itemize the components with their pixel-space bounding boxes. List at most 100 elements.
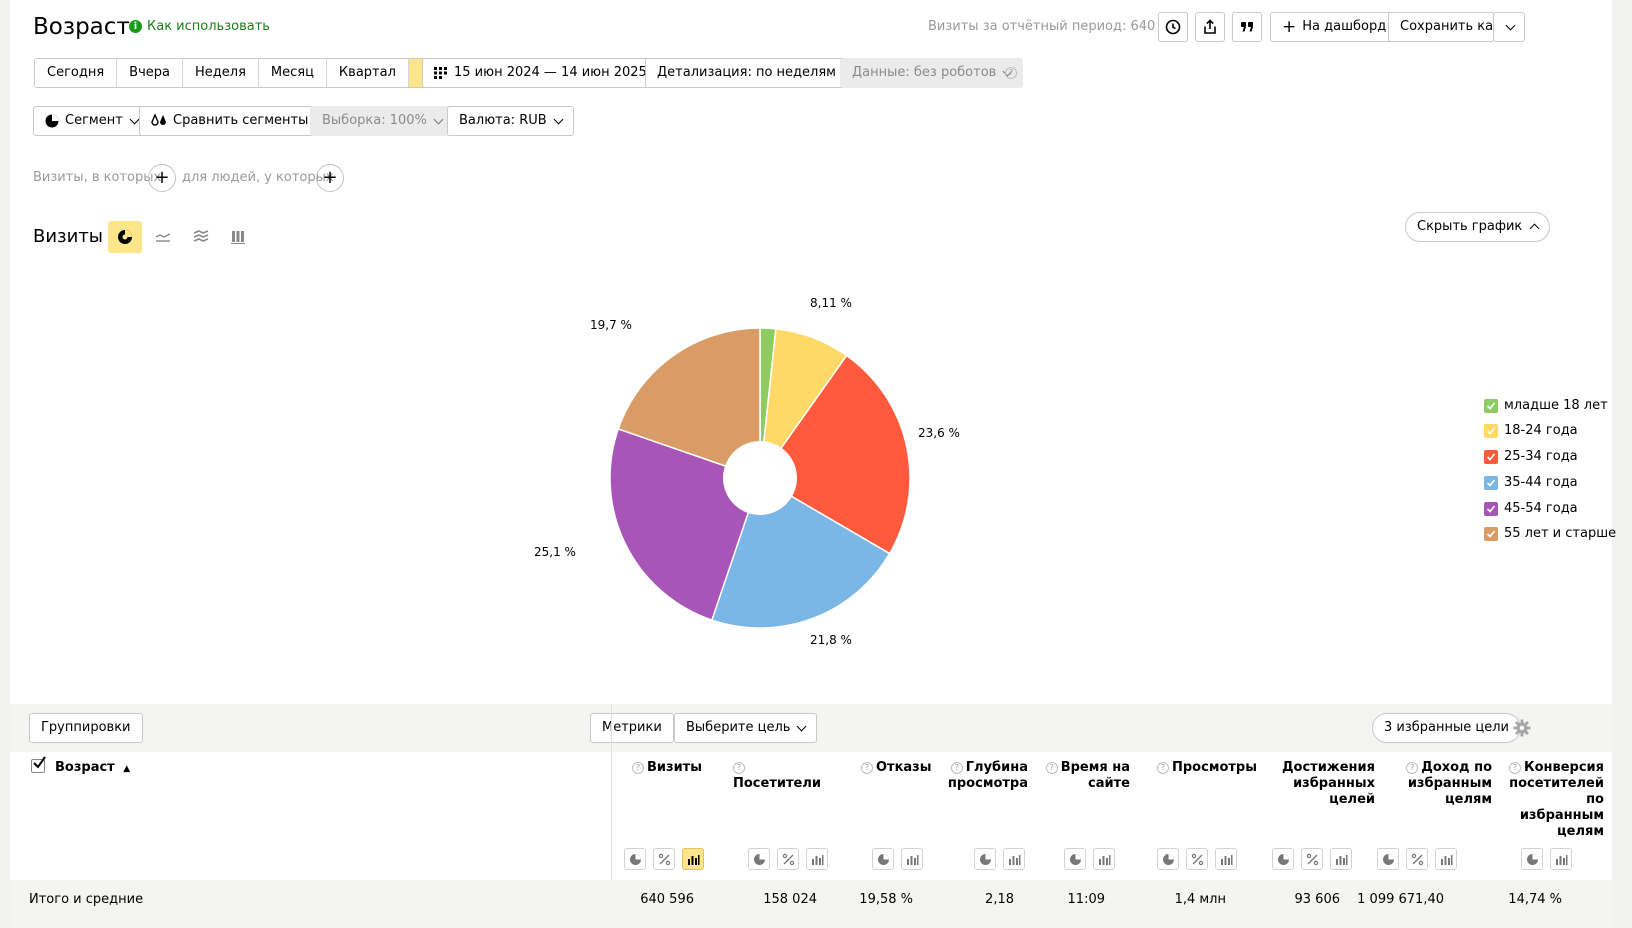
metric-header[interactable]: ? Посетители — [733, 760, 833, 792]
metric-header[interactable]: ? Время на сайте — [1030, 760, 1130, 792]
legend-label: младше 18 лет — [1504, 398, 1608, 413]
bar-view-icon[interactable] — [1003, 848, 1025, 870]
legend-item[interactable]: 45-54 года — [1484, 501, 1578, 516]
help-icon[interactable]: ? — [1406, 762, 1419, 774]
metric-header[interactable]: Достижения избранных целей — [1265, 760, 1375, 808]
percent-view-icon[interactable] — [1406, 848, 1428, 870]
pie-slice-2[interactable] — [758, 354, 911, 555]
legend-item[interactable]: младше 18 лет — [1484, 398, 1608, 413]
metric-header-label: Посетители — [733, 776, 821, 791]
metric-header[interactable]: ? Просмотры — [1157, 760, 1257, 776]
legend-item[interactable]: 25-34 года — [1484, 449, 1578, 464]
percent-view-icon[interactable] — [1186, 848, 1208, 870]
settings-gear-icon[interactable] — [1513, 719, 1531, 737]
legend-checkbox[interactable] — [1484, 475, 1498, 490]
groupings-button[interactable]: Группировки — [29, 713, 143, 743]
segment-dropdown[interactable]: Сегмент — [33, 106, 150, 136]
date-range-picker[interactable]: 15 июн 2024 — 14 июн 2025 — [422, 58, 659, 88]
legend-item[interactable]: 55 лет и старше — [1484, 526, 1616, 541]
legend-checkbox[interactable] — [1484, 398, 1498, 413]
legend-checkbox[interactable] — [1484, 449, 1498, 464]
help-icon[interactable]: ? — [861, 762, 873, 774]
checkmark-icon — [1486, 426, 1496, 435]
legend-item[interactable]: 18-24 года — [1484, 423, 1578, 438]
legend-checkbox[interactable] — [1484, 526, 1498, 541]
metric-header[interactable]: ? Отказы — [861, 760, 941, 776]
help-icon[interactable]: ? — [1045, 762, 1058, 774]
bar-view-icon[interactable] — [682, 848, 704, 870]
metric-header[interactable]: ? Глубина просмотра — [928, 760, 1028, 792]
help-icon[interactable]: ? — [632, 762, 644, 774]
history-button[interactable] — [1158, 12, 1188, 42]
percent-view-icon[interactable] — [653, 848, 675, 870]
plus-icon: + — [154, 167, 170, 188]
pie-view-icon[interactable] — [1272, 848, 1294, 870]
help-icon[interactable]: ? — [1005, 67, 1017, 79]
favorite-goals-button[interactable]: 3 избранные цели — [1372, 713, 1521, 743]
pie-slice-4[interactable] — [609, 428, 761, 622]
pie-view-icon[interactable] — [624, 848, 646, 870]
choose-goal-dropdown[interactable]: Выберите цель — [674, 713, 818, 743]
chart-type-area[interactable] — [184, 221, 218, 253]
help-icon[interactable]: ? — [733, 762, 745, 774]
dimension-header[interactable]: Возраст ▲ — [55, 760, 130, 775]
bar-view-icon[interactable] — [1093, 848, 1115, 870]
sample-dropdown[interactable]: Выборка: 100% — [310, 106, 454, 136]
feedback-button[interactable] — [1232, 12, 1262, 42]
metrics-button[interactable]: Метрики — [590, 713, 674, 743]
data-filter-dropdown[interactable]: Данные: без роботов — [840, 58, 1024, 88]
period-today[interactable]: Сегодня — [35, 59, 118, 87]
percent-view-icon[interactable] — [1301, 848, 1323, 870]
legend-checkbox[interactable] — [1484, 501, 1498, 516]
bar-view-icon[interactable] — [1550, 848, 1572, 870]
export-button[interactable] — [1195, 12, 1225, 42]
pie-view-icon[interactable] — [872, 848, 894, 870]
chart-type-bar[interactable] — [221, 221, 255, 253]
pie-center-hole — [723, 441, 797, 515]
pie-slice-5[interactable] — [617, 327, 761, 480]
detail-dropdown[interactable]: Детализация: по неделям — [645, 58, 863, 88]
metric-header-label: Просмотры — [1172, 760, 1257, 775]
chart-type-line[interactable] — [146, 221, 180, 253]
pie-label-18-24: 8,11 % — [810, 296, 852, 310]
metric-header[interactable]: ? Визиты — [632, 760, 702, 776]
period-month[interactable]: Месяц — [258, 59, 327, 87]
help-icon[interactable]: ? — [950, 762, 963, 774]
how-to-link[interactable]: i Как использовать — [129, 19, 270, 34]
pie-view-icon[interactable] — [974, 848, 996, 870]
period-switcher: Сегодня Вчера Неделя Месяц Квартал Год — [34, 58, 459, 88]
bar-view-icon[interactable] — [1435, 848, 1457, 870]
compare-segments-dropdown[interactable]: Сравнить сегменты — [139, 106, 336, 136]
add-people-condition-button[interactable]: + — [316, 164, 344, 192]
help-icon[interactable]: ? — [1508, 762, 1521, 774]
metric-header[interactable]: ? Доход по избранным целям — [1390, 760, 1492, 808]
currency-dropdown[interactable]: Валюта: RUB — [447, 106, 574, 136]
bar-view-icon[interactable] — [1215, 848, 1237, 870]
legend-item[interactable]: 35-44 года — [1484, 475, 1578, 490]
metric-header[interactable]: ? Конверсия посетителей по избранным целя… — [1504, 760, 1604, 840]
period-week[interactable]: Неделя — [183, 59, 259, 87]
save-as-button[interactable]: Сохранить как — [1388, 12, 1501, 42]
period-yesterday[interactable]: Вчера — [117, 59, 183, 87]
pie-view-icon[interactable] — [748, 848, 770, 870]
period-quarter[interactable]: Квартал — [326, 59, 409, 87]
add-to-dashboard-button[interactable]: + На дашборд — [1270, 12, 1399, 42]
pie-slice-3[interactable] — [710, 476, 891, 629]
percent-view-icon[interactable] — [777, 848, 799, 870]
pie-view-icon[interactable] — [1521, 848, 1543, 870]
pie-view-icon[interactable] — [1377, 848, 1399, 870]
save-as-dropdown[interactable] — [1493, 12, 1525, 42]
legend-checkbox[interactable] — [1484, 423, 1498, 438]
pie-view-icon[interactable] — [1064, 848, 1086, 870]
add-visit-condition-button[interactable]: + — [148, 164, 176, 192]
dimension-checkbox[interactable] — [31, 756, 46, 773]
pie-view-icon[interactable] — [1157, 848, 1179, 870]
chart-type-pie[interactable] — [108, 221, 142, 253]
currency-label: Валюта: RUB — [459, 113, 547, 128]
hide-chart-button[interactable]: Скрыть график — [1405, 212, 1551, 242]
bar-view-icon[interactable] — [806, 848, 828, 870]
help-icon[interactable]: ? — [1157, 762, 1169, 774]
bar-view-icon[interactable] — [901, 848, 923, 870]
share-icon — [1204, 19, 1216, 34]
bar-view-icon[interactable] — [1330, 848, 1352, 870]
